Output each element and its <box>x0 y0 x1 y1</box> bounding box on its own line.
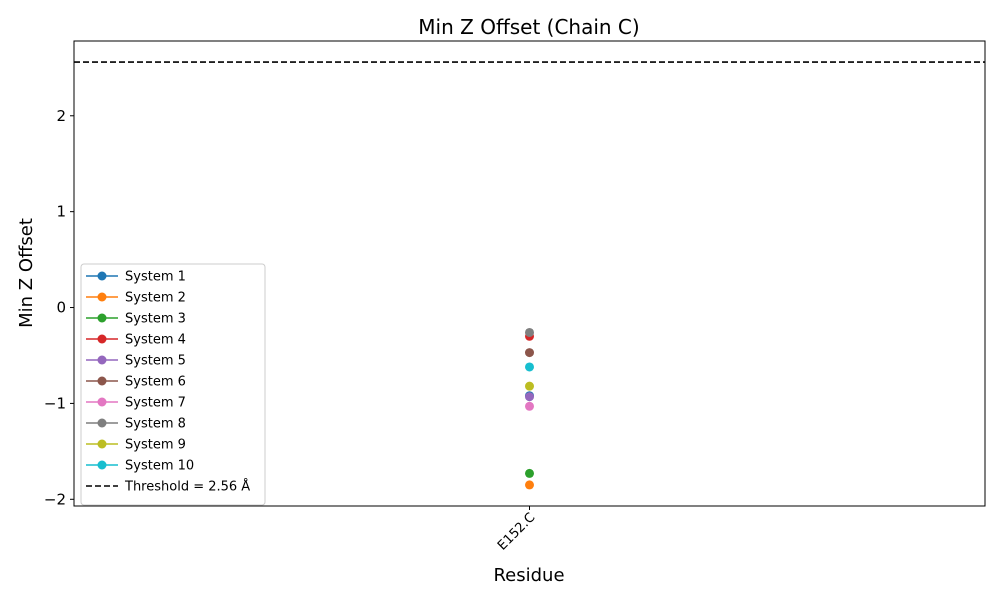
legend-marker <box>97 418 107 428</box>
data-point-system-7 <box>525 401 534 411</box>
legend-label: System 6 <box>125 375 186 390</box>
legend-marker <box>97 397 107 407</box>
legend-box <box>80 263 266 506</box>
y-tick-label: 0 <box>56 299 66 317</box>
legend-marker <box>97 271 107 281</box>
legend-marker <box>97 313 107 323</box>
y-tick-label: 1 <box>56 203 66 221</box>
legend-threshold-label: Threshold = 2.56 Å <box>124 479 250 495</box>
legend-marker <box>97 460 107 470</box>
legend-marker <box>97 376 107 386</box>
legend-label: System 2 <box>125 291 186 306</box>
legend-label: System 1 <box>125 270 186 285</box>
data-point-system-8 <box>525 327 534 337</box>
chart-title: Min Z Offset (Chain C) <box>418 15 639 39</box>
legend-label: System 10 <box>125 459 194 474</box>
legend-label: System 5 <box>125 354 186 369</box>
legend-label: System 8 <box>125 417 186 432</box>
legend-label: System 7 <box>125 396 186 411</box>
legend-label: System 9 <box>125 438 186 453</box>
legend-label: System 3 <box>125 312 186 327</box>
x-tick-label: E152.C <box>495 510 538 553</box>
y-tick-label: 2 <box>56 107 66 125</box>
legend: System 1 System 2 System 3 System 4 System 5… <box>80 263 266 506</box>
y-axis-label: Min Z Offset <box>16 218 37 328</box>
data-point-system-9 <box>525 381 534 391</box>
data-point-system-6 <box>525 348 534 358</box>
data-point-system-5 <box>525 392 534 402</box>
legend-marker <box>97 292 107 302</box>
data-point-system-10 <box>525 362 534 372</box>
y-tick-label: −1 <box>44 394 66 412</box>
y-tick-label: −2 <box>44 490 66 508</box>
data-point-system-3 <box>525 468 534 478</box>
legend-marker <box>97 334 107 344</box>
data-point-system-2 <box>525 480 534 490</box>
legend-label: System 4 <box>125 333 186 348</box>
legend-marker <box>97 355 107 365</box>
x-axis-label: Residue <box>493 565 564 586</box>
legend-marker <box>97 439 107 449</box>
